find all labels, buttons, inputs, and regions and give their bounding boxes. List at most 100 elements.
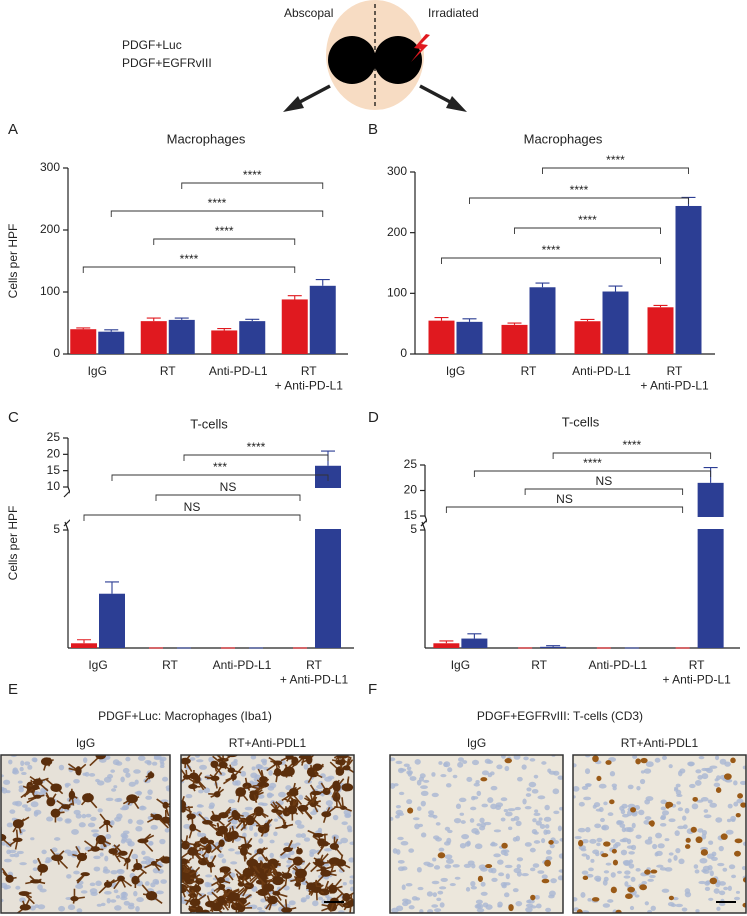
stained-cell [18, 891, 30, 897]
significance-label: **** [542, 243, 561, 257]
nucleus [432, 857, 437, 862]
nucleus [453, 818, 462, 824]
nucleus [675, 848, 681, 854]
error-bar [287, 295, 302, 300]
nucleus [589, 838, 597, 844]
nucleus [96, 903, 102, 907]
nucleus [480, 881, 486, 887]
nucleus [408, 905, 415, 910]
nucleus [349, 879, 354, 885]
nucleus [90, 816, 97, 821]
significance-bracket [83, 514, 301, 521]
nucleus [513, 867, 522, 874]
stained-cell [296, 848, 303, 855]
stained-cell [341, 783, 354, 792]
arrow-left-head [283, 96, 304, 112]
nucleus [647, 909, 652, 913]
nucleus [408, 848, 415, 853]
axis-break [421, 521, 426, 531]
nucleus [80, 890, 88, 894]
nucleus [716, 879, 721, 886]
nucleus [581, 853, 588, 857]
nucleus [711, 851, 717, 857]
stained-cell [267, 858, 279, 869]
stained-cell [218, 812, 229, 819]
nucleus [344, 813, 352, 819]
stained-cell [257, 781, 270, 788]
nucleus [655, 832, 663, 839]
nucleus [120, 891, 128, 898]
stained-cell [232, 811, 241, 821]
stained-cell [217, 876, 225, 884]
nucleus [512, 888, 519, 893]
nucleus [490, 803, 497, 810]
stained-cell [734, 850, 741, 857]
nucleus [443, 841, 451, 846]
nucleus [525, 906, 533, 913]
nucleus [349, 875, 354, 879]
nucleus [588, 867, 594, 872]
nucleus [713, 782, 721, 788]
nucleus [416, 866, 422, 873]
nucleus [414, 823, 420, 830]
stained-cell [19, 904, 31, 911]
nucleus [522, 798, 527, 805]
nucleus [19, 897, 26, 903]
nucleus [726, 818, 732, 823]
significance-label: NS [220, 480, 237, 494]
nucleus [37, 904, 46, 910]
stained-cell [709, 877, 718, 885]
nucleus [21, 771, 27, 776]
nucleus [122, 767, 130, 774]
stained-cell [76, 852, 88, 862]
nucleus [286, 859, 293, 864]
nucleus [543, 816, 552, 822]
nucleus [420, 800, 426, 807]
stained-cell [262, 883, 275, 892]
nucleus [230, 761, 238, 767]
x-tick-label: Anti-PD-L1 [589, 658, 648, 672]
panel-label: E [8, 681, 18, 698]
stained-cell [262, 862, 269, 869]
nucleus [573, 763, 577, 768]
bar [99, 593, 125, 648]
nucleus [131, 853, 139, 860]
nucleus [467, 860, 475, 866]
nucleus [535, 903, 542, 909]
nucleus [667, 902, 675, 907]
stained-cell [219, 866, 231, 873]
nucleus [664, 867, 673, 872]
stained-cell [147, 771, 155, 779]
stained-cell [1, 833, 7, 841]
nucleus [470, 886, 477, 890]
stained-cell [103, 819, 111, 826]
nucleus [677, 825, 685, 830]
stained-cell [267, 895, 278, 905]
nucleus [150, 824, 158, 830]
nucleus [30, 801, 39, 808]
nucleus [541, 874, 548, 880]
stained-cell [217, 895, 226, 904]
nucleus [660, 799, 667, 805]
nucleus [120, 832, 128, 839]
nucleus [164, 828, 170, 833]
stained-cell [295, 868, 307, 879]
stained-cell [742, 902, 746, 908]
nucleus [278, 791, 286, 798]
y-tick-label: 100 [387, 286, 407, 300]
stained-cell [26, 781, 33, 792]
nucleus [610, 872, 616, 878]
nucleus [709, 870, 714, 877]
nucleus [585, 827, 591, 833]
stained-cell [263, 822, 270, 831]
y-tick-label: 25 [404, 457, 418, 471]
nucleus [544, 824, 550, 829]
nucleus [401, 884, 406, 891]
stained-cell [650, 869, 658, 874]
stained-cell [281, 824, 288, 829]
nucleus [27, 764, 33, 770]
nucleus [147, 789, 153, 795]
stained-cell [218, 839, 225, 847]
bar [211, 330, 238, 354]
nucleus [534, 809, 539, 813]
